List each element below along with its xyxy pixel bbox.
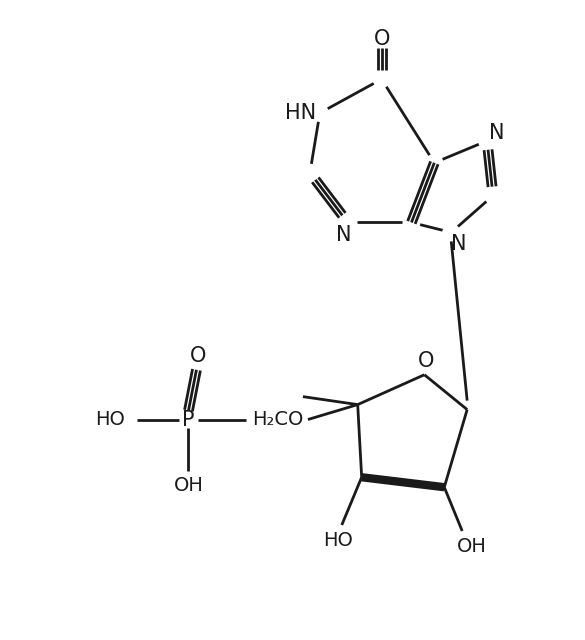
Text: P: P xyxy=(183,410,195,429)
Text: HO: HO xyxy=(95,410,125,429)
Text: O: O xyxy=(373,29,390,49)
Text: N: N xyxy=(336,225,352,245)
Text: OH: OH xyxy=(457,538,487,556)
Text: HO: HO xyxy=(323,531,353,550)
Text: N: N xyxy=(489,123,505,143)
Text: OH: OH xyxy=(174,476,204,495)
Text: O: O xyxy=(190,346,207,366)
Text: H₂CO: H₂CO xyxy=(252,410,304,429)
Text: O: O xyxy=(418,351,435,371)
Text: HN: HN xyxy=(285,103,316,123)
Text: N: N xyxy=(452,234,467,254)
